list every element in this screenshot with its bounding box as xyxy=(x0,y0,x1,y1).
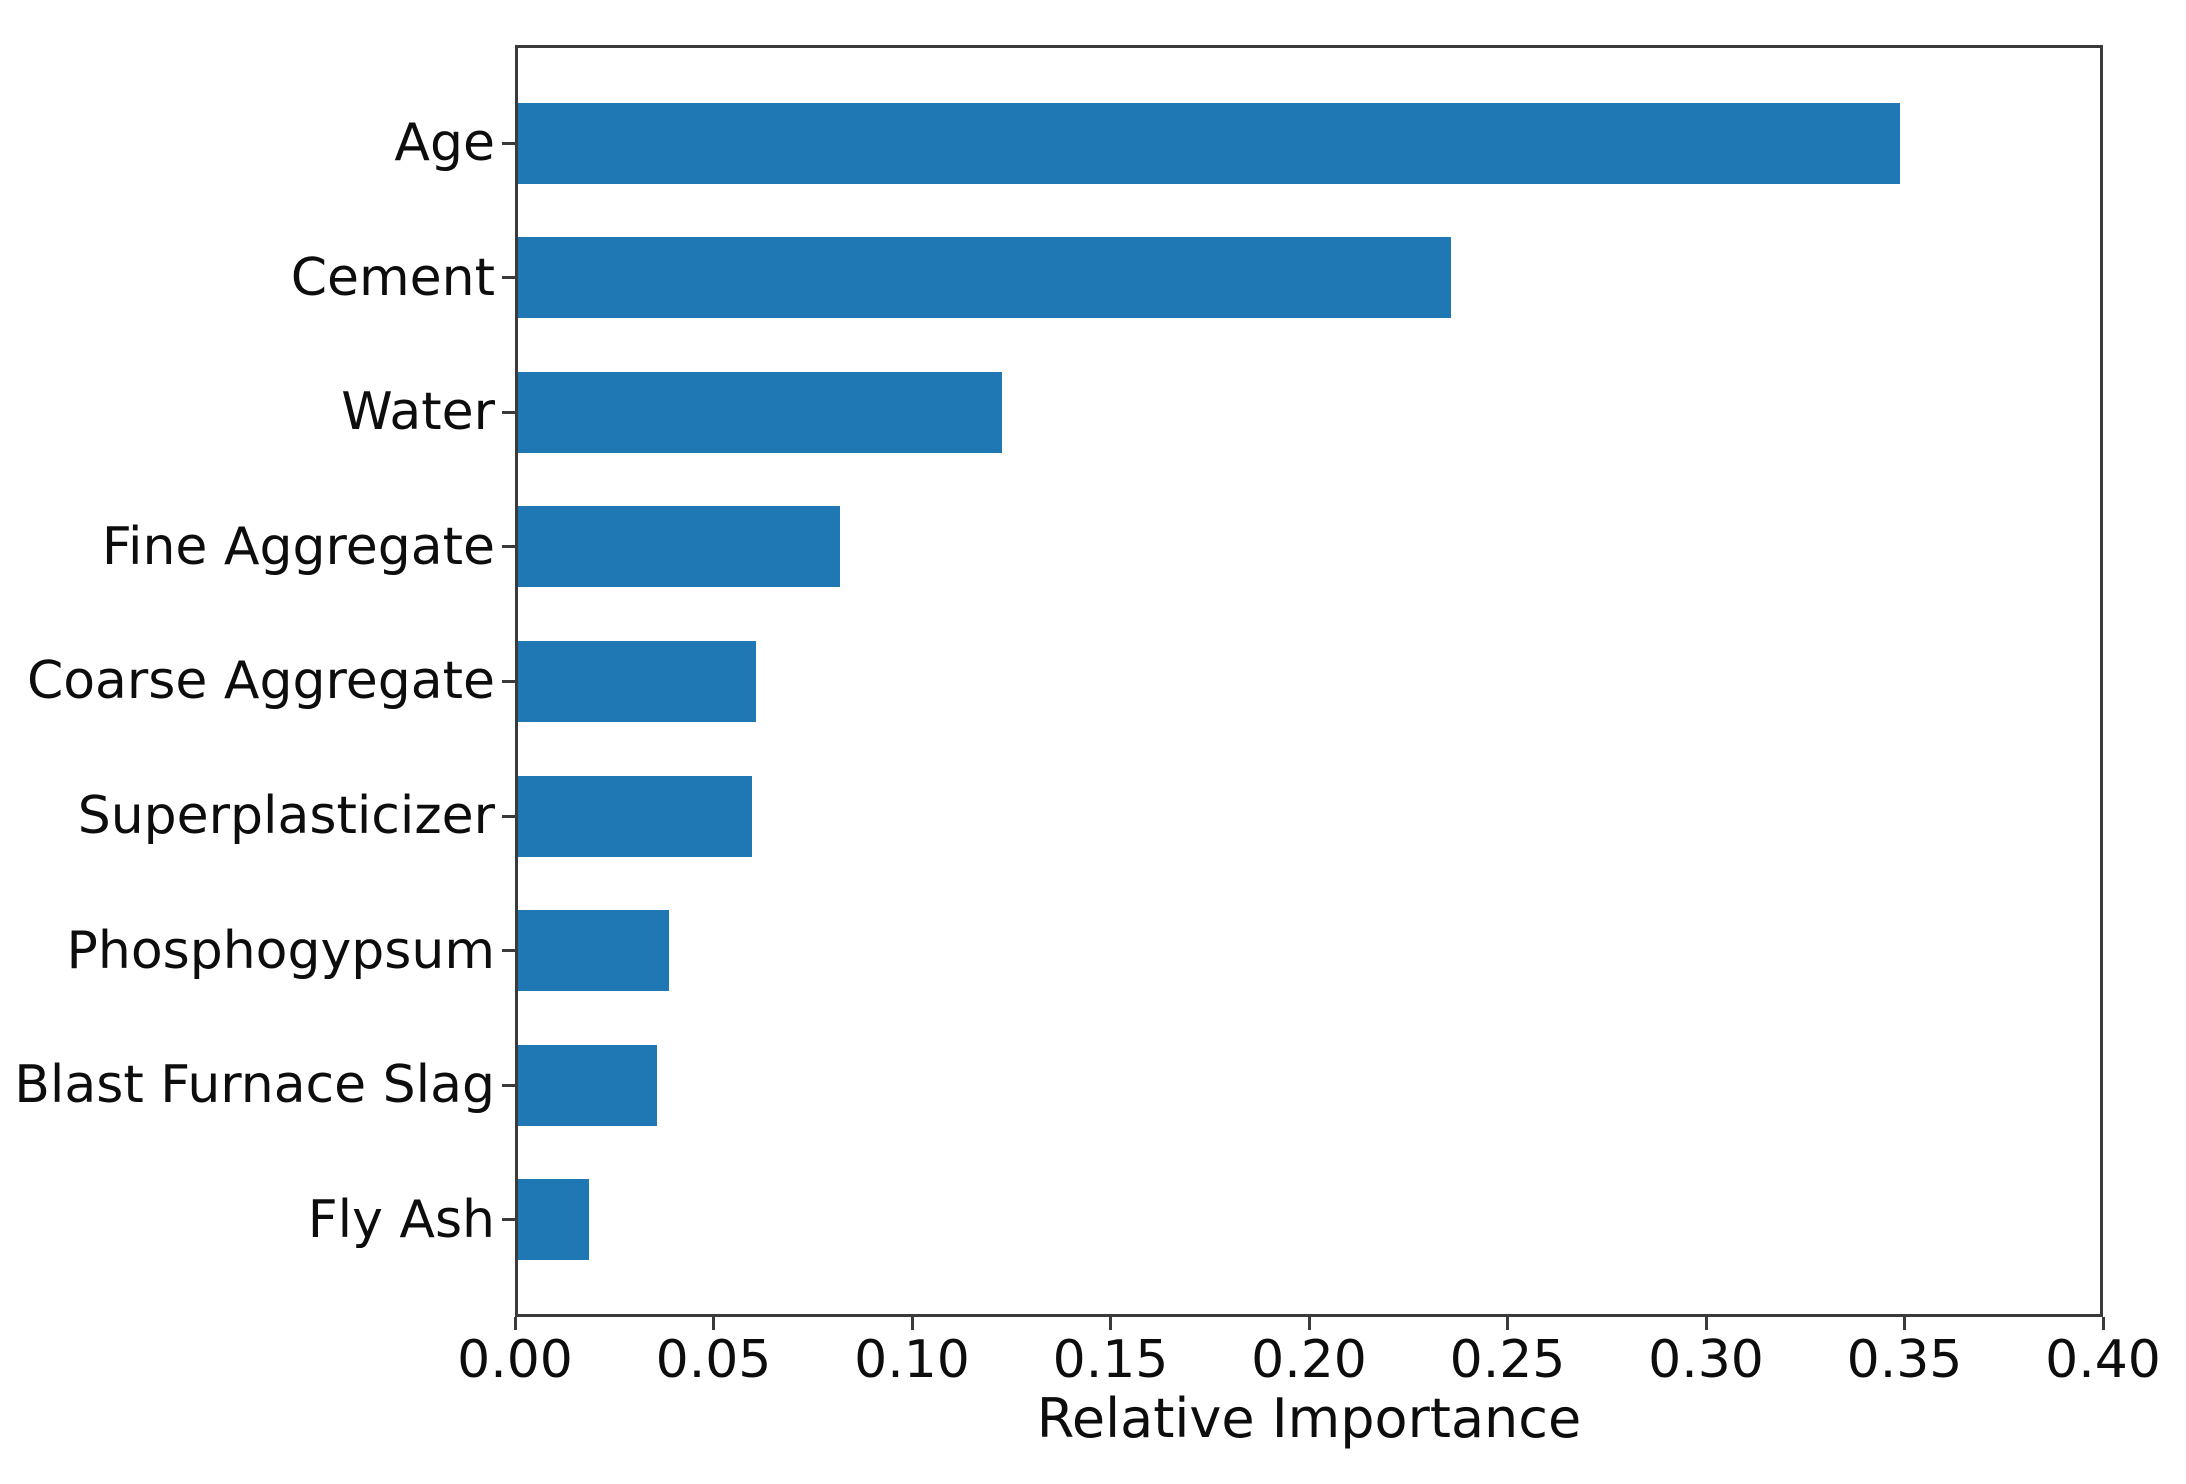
x-tick-label-0.25: 0.25 xyxy=(1449,1330,1566,1390)
y-tick-mark-blast-furnace-slag xyxy=(502,1083,515,1087)
x-axis-label: Relative Importance xyxy=(1036,1387,1582,1450)
y-tick-label-cement: Cement xyxy=(290,247,495,308)
y-tick-label-coarse-aggregate: Coarse Aggregate xyxy=(26,651,495,712)
x-tick-mark-0.20 xyxy=(1307,1317,1311,1330)
y-tick-label-phosphogypsum: Phosphogypsum xyxy=(66,920,496,981)
x-tick-label-0.35: 0.35 xyxy=(1846,1330,1963,1390)
y-tick-label-blast-furnace-slag: Blast Furnace Slag xyxy=(14,1055,495,1116)
x-tick-label-0.10: 0.10 xyxy=(854,1330,970,1390)
bar-water xyxy=(518,371,1002,453)
y-tick-label-water: Water xyxy=(341,382,495,443)
x-tick-label-0.05: 0.05 xyxy=(655,1330,772,1390)
x-tick-mark-0.15 xyxy=(1109,1317,1112,1330)
x-tick-mark-0.25 xyxy=(1506,1317,1509,1330)
y-tick-mark-age xyxy=(502,141,515,145)
x-tick-label-0.20: 0.20 xyxy=(1251,1330,1367,1390)
x-tick-label-0.30: 0.30 xyxy=(1648,1330,1764,1390)
y-tick-mark-coarse-aggregate xyxy=(502,679,515,683)
x-tick-mark-0.35 xyxy=(1903,1317,1906,1330)
x-tick-mark-0.30 xyxy=(1704,1317,1708,1330)
x-tick-mark-0.00 xyxy=(513,1317,517,1330)
y-tick-mark-cement xyxy=(502,276,515,280)
y-tick-label-age: Age xyxy=(394,113,495,173)
bar-fly-ash xyxy=(518,1179,589,1261)
bar-coarse-aggregate xyxy=(518,640,756,722)
y-tick-label-fine-aggregate: Fine Aggregate xyxy=(101,516,495,577)
x-tick-label-0.40: 0.40 xyxy=(2045,1330,2161,1390)
bar-superplasticizer xyxy=(518,775,752,857)
y-tick-mark-fly-ash xyxy=(502,1218,515,1222)
bar-fine-aggregate xyxy=(518,506,840,588)
y-tick-label-fly-ash: Fly Ash xyxy=(307,1189,495,1250)
bar-blast-furnace-slag xyxy=(518,1044,657,1126)
x-tick-mark-0.05 xyxy=(712,1317,715,1330)
y-tick-mark-fine-aggregate xyxy=(502,545,515,549)
x-tick-label-0.00: 0.00 xyxy=(457,1330,573,1390)
y-tick-label-superplasticizer: Superplasticizer xyxy=(77,786,495,846)
bar-cement xyxy=(518,237,1451,319)
y-tick-mark-superplasticizer xyxy=(502,814,515,818)
bar-phosphogypsum xyxy=(518,910,669,992)
x-tick-mark-0.10 xyxy=(910,1317,914,1330)
x-tick-label-0.15: 0.15 xyxy=(1052,1330,1169,1390)
x-tick-mark-0.40 xyxy=(2101,1317,2105,1330)
y-tick-mark-water xyxy=(502,410,515,414)
y-tick-mark-phosphogypsum xyxy=(502,949,515,953)
bar-age xyxy=(518,102,1900,184)
